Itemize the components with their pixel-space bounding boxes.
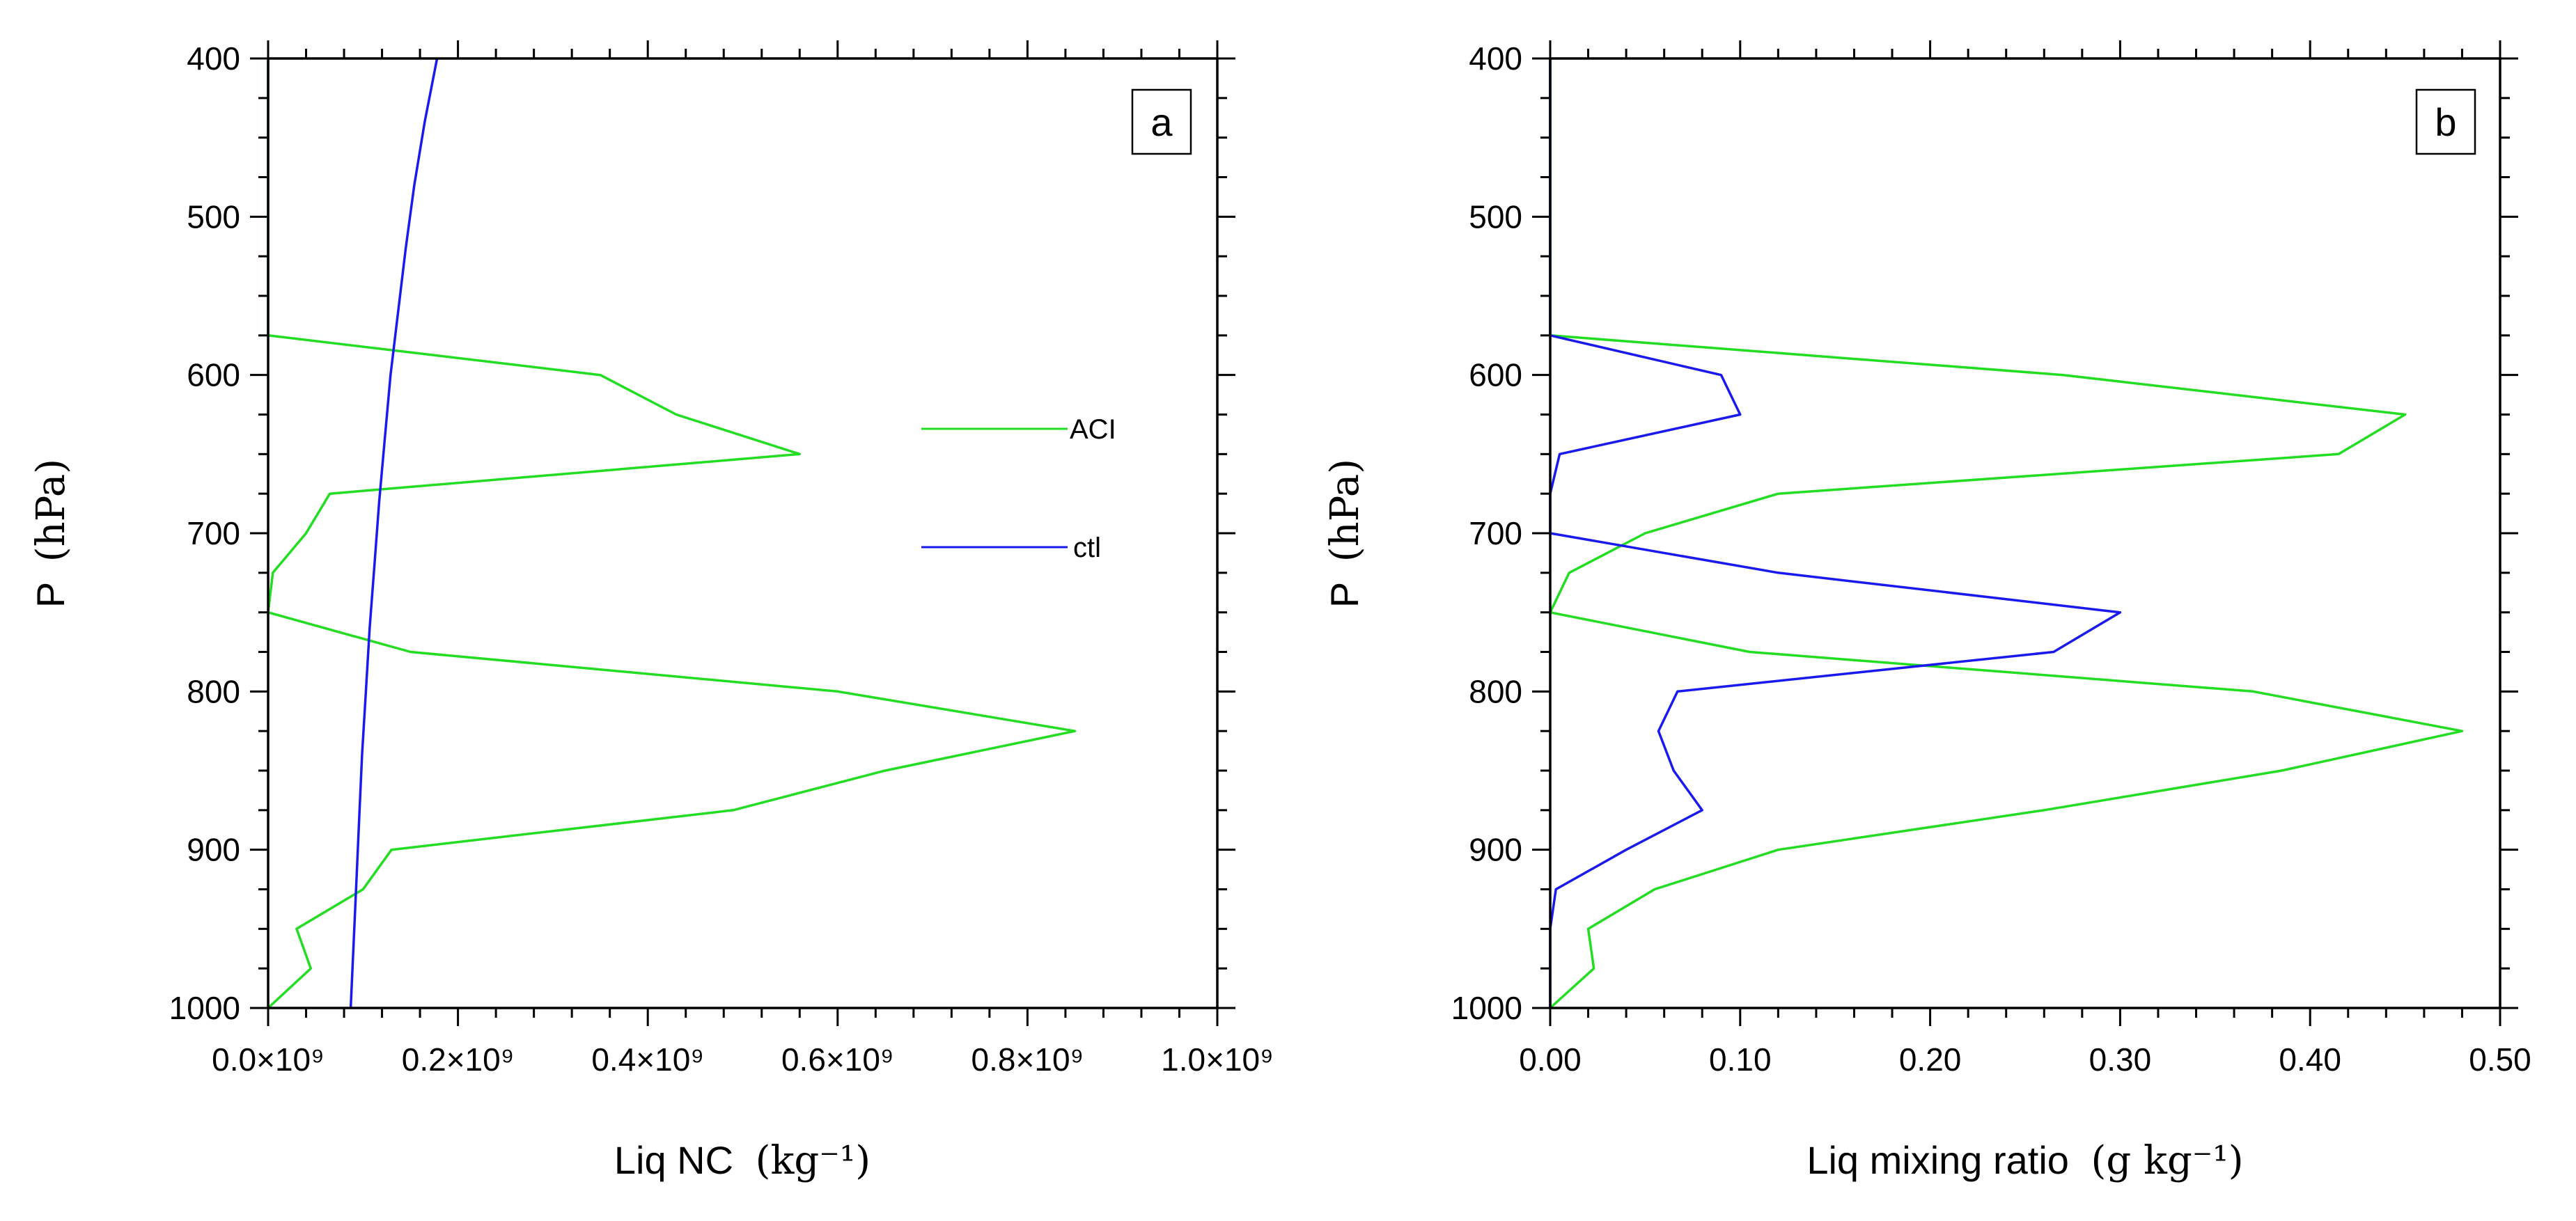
panel-b-x-tick-label: 0.00 [1519, 1041, 1582, 1078]
panel-a-tick-labels: 400 500 600 700 800 900 1000 0.0×10⁹ 0.2×10⁹ 0.4×… [169, 40, 1274, 1078]
panel-a-letter-box [1131, 88, 1192, 155]
panel-b-ticks [1532, 40, 2518, 1026]
panel-b-series-ctl-line [1549, 58, 2122, 1008]
panel-a-x-tick-label: 1.0×10⁹ [1161, 1041, 1274, 1078]
panel-a-y-axis-title: P (hPa) [29, 459, 74, 608]
panel-b: 400 500 600 700 800 900 1000 0.00 0.10 0.20 0.30 0.… [1322, 40, 2531, 1183]
legend-label-ctl: ctl [1073, 533, 1101, 563]
panel-b-letter-box [2415, 88, 2476, 155]
panel-a-letter: a [1150, 100, 1173, 144]
panel-a-x-tick-label: 0.2×10⁹ [402, 1041, 515, 1078]
panel-a-y-tick-label: 800 [187, 673, 240, 709]
panel-a-y-tick-label: 700 [187, 515, 240, 551]
panel-b-y-tick-label: 900 [1469, 832, 1522, 868]
panel-b-x-tick-label: 0.50 [2469, 1041, 2531, 1078]
panel-a-series [267, 58, 1077, 1009]
panel-b-x-axis-title: Liq mixing ratio (g kg⁻¹) [1806, 1138, 2243, 1183]
panel-a-y-tick-label: 900 [187, 832, 240, 868]
panel-b-letter: b [2435, 100, 2456, 144]
panel-a-y-tick-label: 500 [187, 198, 240, 235]
panel-b-series [1549, 58, 2464, 1009]
legend-label-aci: ACI [1070, 414, 1116, 445]
panel-a-series-ctl-line [349, 58, 439, 1009]
panel-b-series-aci-line [1549, 58, 2464, 1009]
panel-a-y-tick-label: 400 [187, 40, 240, 77]
panel-a-y-tick-label: 1000 [169, 990, 240, 1026]
panel-a-plot-frame [267, 57, 1219, 1009]
legend: ACI ctl [921, 414, 1116, 563]
panel-a: 400 500 600 700 800 900 1000 0.0×10⁹ 0.2×10⁹ 0.4×… [29, 40, 1274, 1183]
panel-a-ticks [250, 40, 1235, 1026]
panel-b-y-tick-label: 400 [1469, 40, 1522, 77]
panel-a-y-tick-label: 600 [187, 357, 240, 393]
panel-a-x-tick-label: 0.4×10⁹ [591, 1041, 704, 1078]
panel-a-series-aci-line [267, 58, 1077, 1009]
panel-b-y-tick-label: 700 [1469, 515, 1522, 551]
panel-b-y-tick-label: 600 [1469, 357, 1522, 393]
panel-a-x-tick-label: 0.6×10⁹ [781, 1041, 894, 1078]
panel-b-y-axis-title: P (hPa) [1322, 459, 1368, 608]
panel-a-x-tick-label: 0.0×10⁹ [212, 1041, 325, 1078]
panel-b-y-tick-label: 800 [1469, 673, 1522, 709]
panel-b-y-tick-label: 500 [1469, 198, 1522, 235]
panel-b-tick-labels: 400 500 600 700 800 900 1000 0.00 0.10 0.20 0.30 0.… [1451, 40, 2531, 1078]
panel-b-plot-frame [1549, 57, 2501, 1009]
panel-b-x-tick-label: 0.30 [2089, 1041, 2152, 1078]
panel-a-x-tick-label: 0.8×10⁹ [971, 1041, 1084, 1078]
panel-b-x-tick-label: 0.40 [2279, 1041, 2341, 1078]
panel-b-x-tick-label: 0.20 [1899, 1041, 1962, 1078]
panel-b-y-tick-label: 1000 [1451, 990, 1522, 1026]
panel-b-x-tick-label: 0.10 [1709, 1041, 1772, 1078]
panel-a-x-axis-title: Liq NC (kg⁻¹) [614, 1138, 871, 1183]
